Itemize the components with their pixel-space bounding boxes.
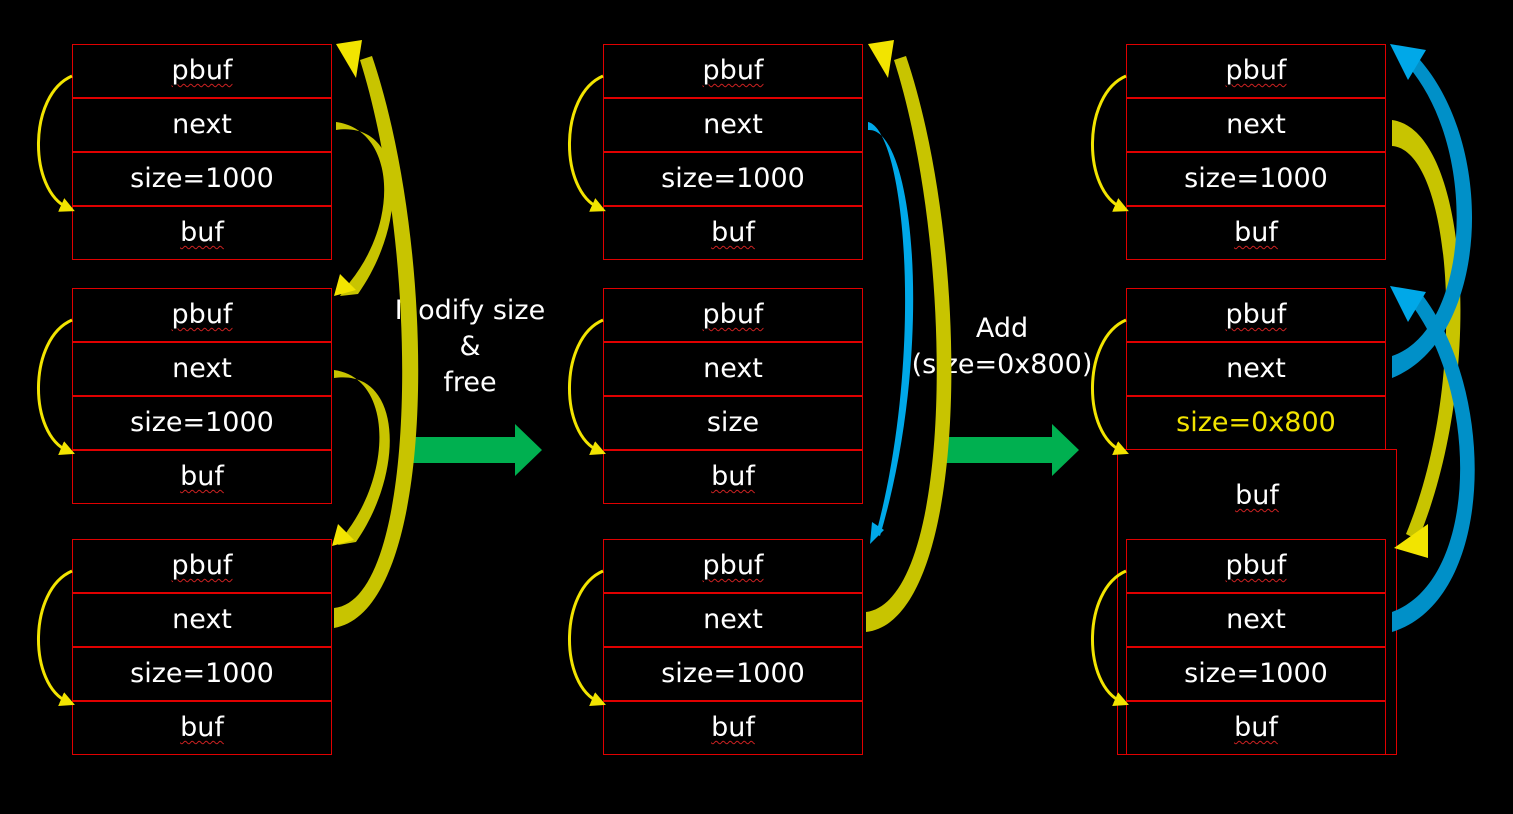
pbuf-loop-arrow (37, 569, 75, 706)
size-cell: size=1000 (72, 647, 332, 701)
pbuf-cell: pbuf (603, 288, 863, 342)
next-skip-arrow (868, 122, 914, 536)
next-cell: next (603, 98, 863, 152)
pbuf-cell: pbuf (1126, 288, 1386, 342)
caption-1-line-2: & (459, 331, 481, 362)
caption-1-line-3: free (443, 367, 497, 398)
pbuf-loop-arrows (37, 74, 1129, 706)
size-cell: size=1000 (1126, 152, 1386, 206)
pbuf-cell: pbuf (1126, 44, 1386, 98)
next-arrow (334, 370, 390, 545)
caption-1-line-1: Modify size (394, 295, 546, 326)
next-cell: next (603, 593, 863, 647)
buf-cell: buf (72, 450, 332, 504)
size-cell: size=1000 (603, 152, 863, 206)
size-cell: size=1000 (603, 647, 863, 701)
wrap-arrow-head (336, 40, 362, 78)
next-arrow (1392, 60, 1473, 378)
next-skip-arrow-head (870, 522, 884, 544)
next-arrow (1392, 120, 1461, 540)
buf-cell: buf (72, 701, 332, 755)
wrap-arrow (334, 56, 419, 628)
size-cell: size=1000 (72, 396, 332, 450)
buf-cell: buf (603, 206, 863, 260)
pbuf-cell: pbuf (72, 288, 332, 342)
pbuf-cell: pbuf (603, 539, 863, 593)
next-cell: next (603, 342, 863, 396)
next-cell: next (72, 593, 332, 647)
next-arrow-head (334, 274, 356, 296)
pbuf-loop-arrow (1091, 569, 1129, 706)
transition-arrow-1 (410, 424, 542, 476)
next-cell: next (72, 98, 332, 152)
next-cell: next (72, 342, 332, 396)
size-cell-modified: size=0x800 (1126, 396, 1386, 450)
buf-cell: buf (1126, 206, 1386, 260)
pbuf-cell: pbuf (1126, 539, 1386, 593)
next-arrow-head (1390, 44, 1426, 80)
next-cell: next (1126, 593, 1386, 647)
buf-cell: buf (72, 206, 332, 260)
wrap-arrow-head (868, 40, 894, 78)
pbuf-loop-arrow (37, 74, 75, 212)
pbuf-loop-arrow (1091, 318, 1129, 455)
next-arrow-head (1394, 524, 1428, 558)
pbuf-loop-arrow (568, 318, 606, 455)
transition-arrow-2 (946, 424, 1079, 476)
next-arrow (336, 122, 393, 296)
buf-cell: buf (603, 450, 863, 504)
next-arrow-head (1390, 286, 1426, 322)
pbuf-loop-arrow (37, 318, 75, 455)
pbuf-cell: pbuf (72, 539, 332, 593)
next-arrow (1392, 292, 1475, 632)
pbuf-loop-arrow (1091, 74, 1129, 212)
wrap-arrow (866, 56, 952, 632)
next-cell: next (1126, 98, 1386, 152)
pbuf-cell: pbuf (72, 44, 332, 98)
caption-2-line-1: Add (975, 313, 1029, 344)
size-cell: size=1000 (1126, 647, 1386, 701)
buf-cell: buf (1126, 701, 1386, 755)
enlarged-buf-label: buf (1235, 480, 1279, 511)
pbuf-loop-arrow (568, 74, 606, 212)
next-cell: next (1126, 342, 1386, 396)
buf-cell: buf (603, 701, 863, 755)
size-cell: size=1000 (72, 152, 332, 206)
pbuf-loop-arrow (568, 569, 606, 706)
pbuf-cell: pbuf (603, 44, 863, 98)
next-arrow-head (332, 524, 354, 546)
transition-caption-1: Modify size & free (384, 293, 556, 401)
size-cell: size (603, 396, 863, 450)
